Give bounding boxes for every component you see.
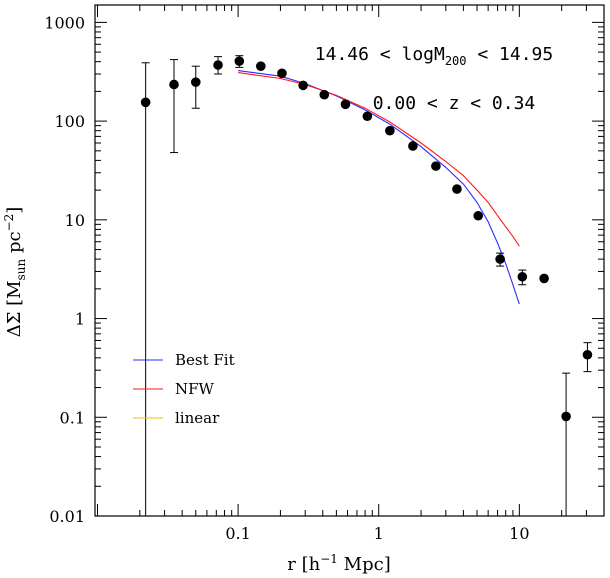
data-point [298,80,308,91]
data-point [452,184,462,194]
x-axis-title: r [h−1 Mpc] [287,552,390,575]
data-point [517,271,528,282]
data-point [319,89,330,100]
data-point [582,349,593,360]
legend-label-linear: linear [175,409,220,427]
annotations: 14.46 < logM200 < 14.95 0.00 < z < 0.34 [315,44,553,114]
y-tick-label: 0.1 [60,408,85,427]
y-tick-label: 100 [54,112,85,131]
x-tick-label: 10 [509,524,529,543]
plot-frame [94,4,605,517]
data-point [431,161,441,171]
data-point [473,210,484,221]
data-point [277,68,287,79]
series-line-nfw [238,72,520,247]
data-point [140,97,151,108]
y-axis-title: ΔΣ [Msun pc−2] [2,207,28,338]
redshift-range-annotation: 0.00 < z < 0.34 [373,93,536,114]
data-point [385,125,395,136]
data-point [495,254,505,264]
data-point [213,60,223,70]
plot-area [140,55,593,516]
legend-label-best-fit: Best Fit [175,351,235,369]
legend-label-nfw: NFW [175,380,215,398]
data-point [539,273,549,284]
y-tick-label: 1 [75,310,85,329]
data-point [255,61,266,71]
data-point [362,111,373,122]
mass-range-annotation: 14.46 < logM200 < 14.95 [315,44,553,68]
data-point [190,77,201,87]
y-tick-label: 10 [65,211,85,230]
x-tick-label: 1 [374,524,384,543]
y-tick-label: 1000 [44,13,85,32]
legend: Best Fit NFW linear [133,351,235,427]
data-point [169,79,179,90]
data-point [561,411,571,422]
data-point [234,56,245,66]
y-tick-label: 0.01 [49,507,85,526]
data-point [408,141,418,151]
axes: 0.1 1 10 0.01 0.1 1 10 100 1000 [44,4,605,543]
x-tick-label: 0.1 [225,524,250,543]
data-point [340,99,351,110]
